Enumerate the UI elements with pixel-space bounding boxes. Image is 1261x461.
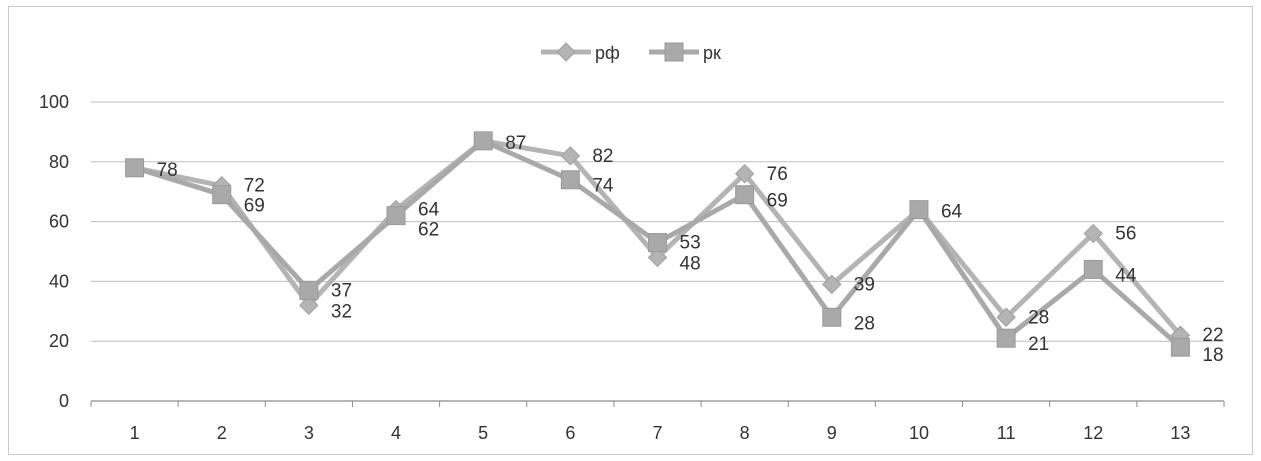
data-label-12-a: 56 xyxy=(1115,224,1136,245)
x-tick-label-7: 7 xyxy=(652,423,662,443)
series-0-point-9 xyxy=(822,274,842,295)
x-tick-label-1: 1 xyxy=(130,423,140,443)
series-1-point-1 xyxy=(125,158,145,178)
data-label-11-a: 28 xyxy=(1028,307,1049,328)
x-tick-label-6: 6 xyxy=(565,423,575,443)
y-tick-label-100: 100 xyxy=(39,92,69,112)
data-label-11-b: 21 xyxy=(1028,334,1049,355)
series-1-point-4 xyxy=(386,206,406,226)
data-label-2-a: 72 xyxy=(244,176,265,197)
y-tick-label-40: 40 xyxy=(49,271,69,291)
data-label-4-b: 62 xyxy=(418,220,439,241)
y-tick-label-0: 0 xyxy=(59,391,69,411)
series-0-point-7 xyxy=(647,247,668,268)
series-1-point-10 xyxy=(909,200,929,220)
legend-item-1: рк xyxy=(649,42,721,63)
legend-label-1: рк xyxy=(703,43,721,63)
data-label-7-a: 53 xyxy=(680,233,701,254)
y-tick-label-80: 80 xyxy=(49,152,69,172)
x-tick-label-11: 11 xyxy=(997,423,1016,443)
y-tick-label-60: 60 xyxy=(49,212,69,232)
data-label-6-b: 74 xyxy=(592,176,614,197)
x-tick-label-10: 10 xyxy=(909,423,929,443)
series-markers xyxy=(124,131,1191,357)
series-1-point-3 xyxy=(299,280,319,300)
data-label-1: 78 xyxy=(157,160,178,181)
legend-square-icon xyxy=(664,42,684,62)
x-tick-label-12: 12 xyxy=(1083,423,1103,443)
series-1-point-13 xyxy=(1170,337,1190,357)
series-1-point-7 xyxy=(648,233,667,253)
series-1-point-6 xyxy=(560,170,580,190)
data-label-6-a: 82 xyxy=(592,146,613,167)
x-tick-label-9: 9 xyxy=(827,423,837,443)
data-label-8-b: 69 xyxy=(767,191,788,212)
data-label-3-a: 37 xyxy=(331,280,352,301)
series-1-point-5 xyxy=(473,131,493,151)
series-0-point-6 xyxy=(560,146,581,166)
data-labels: 7872693732646287827453487669392864282156… xyxy=(157,133,1224,366)
series-0-point-12 xyxy=(1083,223,1103,244)
x-tick-label-5: 5 xyxy=(478,423,488,443)
series-1-point-9 xyxy=(822,307,842,327)
data-label-8-a: 76 xyxy=(767,164,788,185)
series-0-point-11 xyxy=(996,307,1016,327)
data-label-2-b: 69 xyxy=(244,196,265,217)
series-0-point-3 xyxy=(299,295,319,316)
legend-item-0: рф xyxy=(541,42,620,63)
series-1-point-12 xyxy=(1083,259,1103,279)
gridlines xyxy=(91,101,1224,342)
data-label-4-a: 64 xyxy=(418,200,440,221)
data-label-10: 64 xyxy=(941,202,963,223)
x-tick-label-4: 4 xyxy=(391,423,401,443)
series-1-point-11 xyxy=(996,328,1016,348)
x-tick-label-3: 3 xyxy=(304,423,314,443)
x-tick-label-8: 8 xyxy=(740,423,750,443)
x-tick-label-13: 13 xyxy=(1170,423,1190,443)
chart-frame: 0 20 40 60 80 100 1 2 3 4 5 6 7 8 9 10 11 12 13 78 72 69 37 32… xyxy=(8,6,1253,455)
x-tick-label-2: 2 xyxy=(217,423,227,443)
series-0-point-8 xyxy=(734,164,755,184)
data-label-9-b: 28 xyxy=(854,313,875,334)
legend: рф рк xyxy=(541,42,721,63)
legend-diamond-icon xyxy=(556,42,576,62)
data-label-9-a: 39 xyxy=(854,274,875,295)
data-label-7-b: 48 xyxy=(680,253,701,274)
series-1-point-8 xyxy=(735,185,755,205)
y-tick-label-20: 20 xyxy=(49,331,69,351)
data-label-13-b: 18 xyxy=(1202,345,1223,366)
legend-label-0: рф xyxy=(595,43,620,63)
series-1-point-2 xyxy=(212,185,232,205)
data-label-13-a: 22 xyxy=(1202,325,1223,346)
data-label-5: 87 xyxy=(505,133,526,154)
data-label-12-b: 44 xyxy=(1115,265,1137,286)
data-label-3-b: 32 xyxy=(331,301,352,322)
